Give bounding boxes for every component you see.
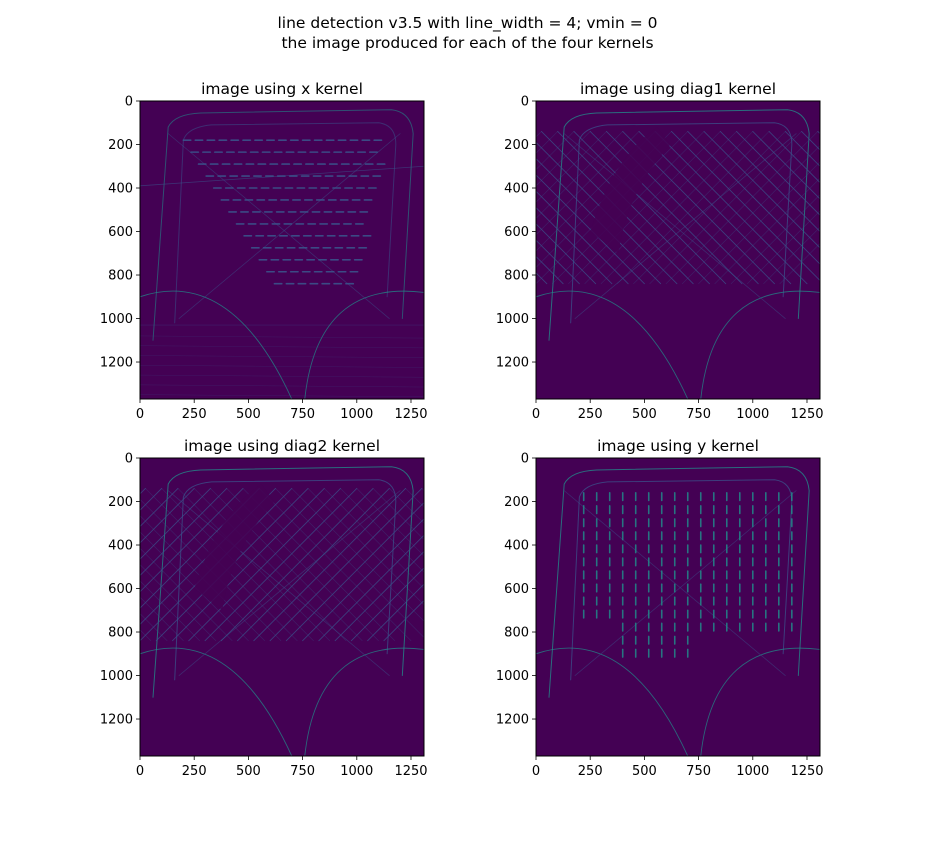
x-tick-label: 0: [136, 407, 144, 422]
axes-frame: [139, 100, 425, 400]
axes-frame: [535, 100, 821, 400]
y-tick-label: 400: [504, 182, 529, 197]
y-tick-label: 0: [125, 95, 133, 110]
x-tick-label: 250: [182, 764, 207, 779]
y-tick-label: 200: [504, 138, 529, 153]
y-tick-label: 400: [504, 539, 529, 554]
x-tick-label: 0: [532, 407, 540, 422]
figure-title-line2: the image produced for each of the four …: [281, 34, 654, 52]
y-tick-label: 1000: [496, 312, 529, 327]
heatmap-image: [536, 466, 820, 756]
x-tick-label: 500: [632, 764, 657, 779]
x-tick-label: 250: [578, 407, 603, 422]
heatmap-image: [140, 466, 424, 756]
y-tick-label: 0: [521, 452, 529, 467]
y-tick-label: 800: [108, 269, 133, 284]
y-tick-label: 1000: [100, 312, 133, 327]
x-tick-label: 1000: [736, 764, 769, 779]
y-tick-label: 600: [504, 582, 529, 597]
subplot-title: image using y kernel: [597, 437, 759, 455]
x-tick-label: 0: [532, 764, 540, 779]
subplot-2: image using diag1 kernel 0 250 500 750 1000 12…: [496, 80, 824, 422]
y-tick-label: 400: [108, 539, 133, 554]
x-tick-label: 1000: [340, 407, 373, 422]
y-tick-label: 800: [108, 626, 133, 641]
y-tick-label: 600: [504, 225, 529, 240]
y-tick-label: 400: [108, 182, 133, 197]
y-tick-label: 1000: [100, 669, 133, 684]
y-tick-label: 0: [521, 95, 529, 110]
x-tick-label: 500: [632, 407, 657, 422]
heatmap-background: [140, 101, 424, 399]
x-tick-label: 250: [578, 764, 603, 779]
y-tick-label: 200: [108, 495, 133, 510]
x-tick-label: 500: [236, 407, 261, 422]
x-tick-label: 750: [290, 764, 315, 779]
y-tick-label: 1200: [496, 713, 529, 728]
x-tick-label: 750: [686, 764, 711, 779]
subplot-title: image using diag2 kernel: [184, 437, 380, 455]
subplot-1: image using x kernel 0 250 500 750 1000 1250 0 2…: [100, 80, 428, 422]
axes-frame: [535, 457, 821, 757]
y-tick-label: 600: [108, 225, 133, 240]
subplot-title: image using x kernel: [201, 80, 363, 98]
x-tick-label: 1000: [736, 407, 769, 422]
y-tick-label: 800: [504, 626, 529, 641]
x-tick-label: 500: [236, 764, 261, 779]
y-tick-label: 800: [504, 269, 529, 284]
y-tick-label: 1000: [496, 669, 529, 684]
y-tick-label: 1200: [496, 356, 529, 371]
y-tick-label: 600: [108, 582, 133, 597]
heatmap-background: [536, 101, 820, 399]
x-tick-label: 750: [290, 407, 315, 422]
subplot-3: image using diag2 kernel 0 250 500 750 1000 12…: [100, 437, 428, 779]
y-tick-label: 200: [504, 495, 529, 510]
x-tick-label: 0: [136, 764, 144, 779]
heatmap-image: [140, 109, 424, 399]
x-tick-label: 750: [686, 407, 711, 422]
heatmap-background: [140, 458, 424, 756]
x-tick-label: 1250: [790, 407, 823, 422]
x-tick-label: 1000: [340, 764, 373, 779]
y-tick-label: 1200: [100, 356, 133, 371]
heatmap-image: [536, 109, 820, 399]
axes-frame: [139, 457, 425, 757]
x-tick-label: 1250: [790, 764, 823, 779]
x-tick-label: 1250: [394, 407, 427, 422]
figure-title-line1: line detection v3.5 with line_width = 4;…: [277, 14, 658, 32]
x-tick-label: 1250: [394, 764, 427, 779]
y-tick-label: 1200: [100, 713, 133, 728]
subplot-title: image using diag1 kernel: [580, 80, 776, 98]
y-tick-label: 0: [125, 452, 133, 467]
y-tick-label: 200: [108, 138, 133, 153]
subplot-4: image using y kernel 0 250 500 750 1000 1250 0 2…: [496, 437, 824, 779]
x-tick-label: 250: [182, 407, 207, 422]
